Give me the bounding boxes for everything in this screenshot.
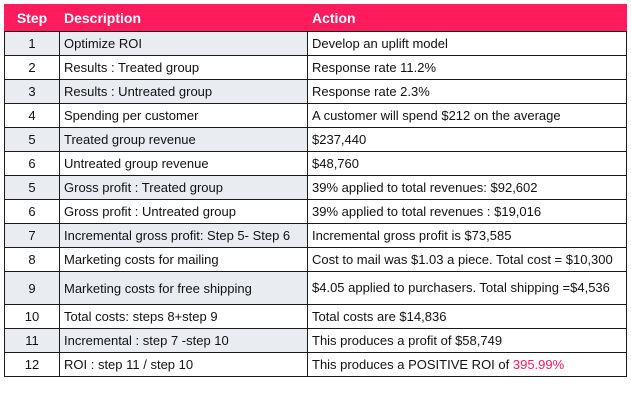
table-row: 5 Treated group revenue $237,440	[4, 127, 627, 152]
table-row: 10 Total costs: steps 8+step 9 Total cos…	[4, 304, 627, 329]
table-row: 6 Gross profit : Untreated group 39% app…	[4, 199, 627, 224]
table-row: 11 Incremental : step 7 -step 10 This pr…	[4, 328, 627, 353]
description-cell: Optimize ROI	[59, 31, 308, 56]
description-cell: Marketing costs for mailing	[59, 247, 308, 272]
table-row: 4 Spending per customer A customer will …	[4, 103, 627, 128]
header-step: Step	[4, 4, 60, 32]
step-cell: 5	[4, 175, 60, 200]
roi-highlight-value: 395.99%	[512, 357, 565, 372]
action-cell: $48,760	[307, 151, 627, 176]
table-row: 6 Untreated group revenue $48,760	[4, 151, 627, 176]
header-description: Description	[59, 4, 308, 32]
description-cell: Spending per customer	[59, 103, 308, 128]
step-cell: 6	[4, 199, 60, 224]
action-cell: 39% applied to total revenues: $92,602	[307, 175, 627, 200]
description-cell: ROI : step 11 / step 10	[59, 352, 308, 377]
step-cell: 4	[4, 103, 60, 128]
step-cell: 12	[4, 352, 60, 377]
action-cell: 39% applied to total revenues : $19,016	[307, 199, 627, 224]
action-cell: $4.05 applied to purchasers. Total shipp…	[307, 271, 627, 305]
action-cell: Total costs are $14,836	[307, 304, 627, 329]
description-cell: Results : Treated group	[59, 55, 308, 80]
description-cell: Results : Untreated group	[59, 79, 308, 104]
step-cell: 3	[4, 79, 60, 104]
table-row: 12 ROI : step 11 / step 10 This produces…	[4, 352, 627, 377]
table-row: 2 Results : Treated group Response rate …	[4, 55, 627, 80]
action-cell: Cost to mail was $1.03 a piece. Total co…	[307, 247, 627, 272]
action-cell: Develop an uplift model	[307, 31, 627, 56]
step-cell: 1	[4, 31, 60, 56]
step-cell: 9	[4, 271, 60, 305]
description-cell: Untreated group revenue	[59, 151, 308, 176]
table-row: 8 Marketing costs for mailing Cost to ma…	[4, 247, 627, 272]
action-cell: Incremental gross profit is $73,585	[307, 223, 627, 248]
step-cell: 2	[4, 55, 60, 80]
description-cell: Incremental : step 7 -step 10	[59, 328, 308, 353]
step-cell: 5	[4, 127, 60, 152]
action-cell: A customer will spend $212 on the averag…	[307, 103, 627, 128]
action-text: This produces a POSITIVE ROI of	[312, 357, 513, 372]
table-row: 1 Optimize ROI Develop an uplift model	[4, 31, 627, 56]
table-row: 3 Results : Untreated group Response rat…	[4, 79, 627, 104]
description-cell: Incremental gross profit: Step 5- Step 6	[59, 223, 308, 248]
description-cell: Marketing costs for free shipping	[59, 271, 308, 305]
step-cell: 11	[4, 328, 60, 353]
action-cell: Response rate 2.3%	[307, 79, 627, 104]
action-cell: This produces a POSITIVE ROI of 395.99%	[307, 352, 627, 377]
action-cell: Response rate 11.2%	[307, 55, 627, 80]
description-cell: Total costs: steps 8+step 9	[59, 304, 308, 329]
header-action: Action	[307, 4, 627, 32]
table-row: 7 Incremental gross profit: Step 5- Step…	[4, 223, 627, 248]
table-header-row: Step Description Action	[4, 4, 627, 32]
step-cell: 7	[4, 223, 60, 248]
description-cell: Gross profit : Untreated group	[59, 199, 308, 224]
description-cell: Gross profit : Treated group	[59, 175, 308, 200]
roi-steps-table: Step Description Action 1 Optimize ROI D…	[4, 4, 627, 377]
step-cell: 10	[4, 304, 60, 329]
table-row: 9 Marketing costs for free shipping $4.0…	[4, 271, 627, 305]
table-row: 5 Gross profit : Treated group 39% appli…	[4, 175, 627, 200]
step-cell: 8	[4, 247, 60, 272]
description-cell: Treated group revenue	[59, 127, 308, 152]
action-cell: This produces a profit of $58,749	[307, 328, 627, 353]
step-cell: 6	[4, 151, 60, 176]
action-cell: $237,440	[307, 127, 627, 152]
